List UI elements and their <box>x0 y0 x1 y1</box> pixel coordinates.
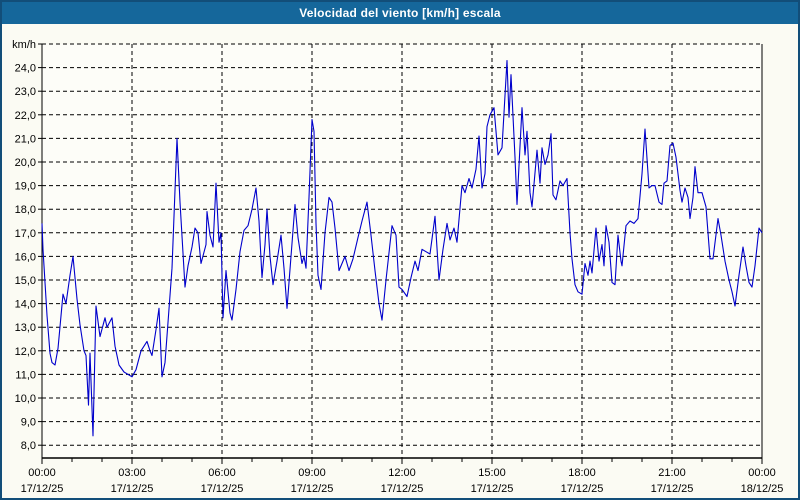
y-tick-label: 21,0 <box>15 133 36 145</box>
x-tick-time-label: 18:00 <box>568 467 596 479</box>
chart-title-bar: Velocidad del viento [km/h] escala <box>2 2 798 24</box>
y-tick-label: 18,0 <box>15 204 36 216</box>
y-tick-label: 16,0 <box>15 251 36 263</box>
y-tick-label: 15,0 <box>15 275 36 287</box>
wind-speed-line <box>41 59 763 437</box>
y-tick-label: 11,0 <box>15 369 36 381</box>
x-tick-date-label: 18/12/25 <box>741 483 784 495</box>
y-tick-label: 12,0 <box>15 346 36 358</box>
y-tick-label: 13,0 <box>15 322 36 334</box>
x-tick-time-label: 12:00 <box>388 467 416 479</box>
y-tick-label: 19,0 <box>15 181 36 193</box>
y-tick-label: 23,0 <box>15 86 36 98</box>
x-tick-date-label: 17/12/25 <box>471 483 514 495</box>
x-tick-time-label: 03:00 <box>118 467 146 479</box>
x-tick-time-label: 00:00 <box>28 467 56 479</box>
x-tick-time-label: 06:00 <box>208 467 236 479</box>
y-tick-label: 24,0 <box>15 63 36 75</box>
x-tick-date-label: 17/12/25 <box>561 483 604 495</box>
x-tick-time-label: 00:00 <box>748 467 776 479</box>
x-tick-time-label: 15:00 <box>478 467 506 479</box>
x-tick-time-label: 21:00 <box>658 467 686 479</box>
x-tick-date-label: 17/12/25 <box>21 483 64 495</box>
x-tick-date-label: 17/12/25 <box>291 483 334 495</box>
y-tick-label: 14,0 <box>15 299 36 311</box>
y-tick-label: 22,0 <box>15 110 36 122</box>
y-tick-label: 20,0 <box>15 157 36 169</box>
y-tick-label: 9,0 <box>21 417 36 429</box>
x-tick-date-label: 17/12/25 <box>201 483 244 495</box>
x-tick-time-label: 09:00 <box>298 467 326 479</box>
x-tick-date-label: 17/12/25 <box>651 483 694 495</box>
chart-title: Velocidad del viento [km/h] escala <box>299 6 501 20</box>
x-tick-date-label: 17/12/25 <box>111 483 154 495</box>
y-axis-unit-label: km/h <box>12 39 36 51</box>
y-tick-label: 10,0 <box>15 393 36 405</box>
y-tick-label: 17,0 <box>15 228 36 240</box>
y-tick-label: 8,0 <box>21 440 36 452</box>
x-tick-date-label: 17/12/25 <box>381 483 424 495</box>
